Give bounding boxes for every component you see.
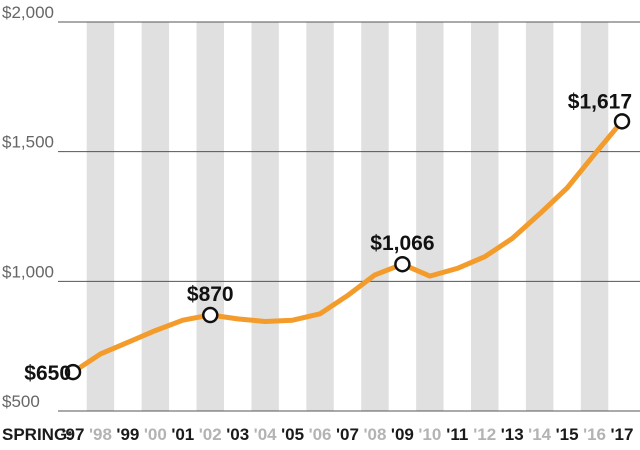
x-tick-label: '17 — [611, 425, 634, 444]
x-tick-label: '99 — [116, 425, 139, 444]
x-tick-label: '15 — [556, 425, 579, 444]
x-axis-ticks: SPRING:'97'98'99 '00'01 '02'03 '04'05 '06'07… — [2, 425, 633, 444]
x-tick-label: '11 — [446, 425, 468, 444]
x-tick-label: '12 — [473, 425, 496, 444]
column-band — [306, 22, 334, 411]
x-tick-label: '16 — [583, 425, 606, 444]
data-label: $1,066 — [370, 232, 434, 255]
data-point-marker — [394, 255, 411, 273]
data-label: $650 — [24, 362, 71, 385]
x-tick-label: '03 — [226, 425, 249, 444]
column-band — [251, 22, 279, 411]
x-tick-label: '14 — [528, 425, 551, 444]
x-tick-label: '05 — [281, 425, 304, 444]
x-tick-label: '08 — [363, 425, 386, 444]
gridlines — [58, 21, 640, 412]
y-tick-label: $1,000 — [2, 262, 54, 281]
x-tick-label: '02 — [199, 425, 222, 444]
x-tick-label: '13 — [501, 425, 524, 444]
x-tick-label: '04 — [254, 425, 277, 444]
column-band — [580, 22, 609, 411]
y-tick-label: $1,500 — [2, 133, 54, 152]
column-band — [361, 22, 389, 411]
column-band — [471, 22, 499, 411]
x-tick-label: '00 — [144, 425, 167, 444]
data-label: $1,617 — [568, 90, 632, 113]
x-tick-label: '01 — [171, 425, 194, 444]
column-band — [86, 22, 115, 411]
series-line — [70, 118, 625, 375]
y-tick-label: $2,000 — [2, 3, 54, 22]
x-tick-label: '06 — [309, 425, 332, 444]
data-point-marker — [64, 363, 82, 381]
x-tick-label: '10 — [418, 425, 441, 444]
series-layer — [70, 118, 625, 375]
data-labels: $650 $870 $1,066 $1,617 — [24, 90, 632, 385]
x-tick-label: '98 — [89, 425, 112, 444]
column-band — [141, 22, 170, 411]
column-bands — [86, 22, 609, 411]
x-tick-label: '09 — [391, 425, 414, 444]
annotation-markers — [64, 113, 631, 381]
data-point-marker — [613, 113, 631, 130]
x-axis-prefix-label: SPRING: — [2, 425, 73, 444]
y-tick-label: $500 — [2, 392, 40, 411]
data-label: $870 — [187, 283, 234, 306]
x-tick-label: '07 — [336, 425, 359, 444]
column-band — [416, 22, 444, 411]
column-band — [196, 22, 224, 411]
y-axis-ticks: $500 $1,000 $1,500 $2,000 — [2, 3, 54, 411]
data-point-marker — [202, 306, 219, 324]
x-tick-label: '97 — [62, 425, 85, 444]
